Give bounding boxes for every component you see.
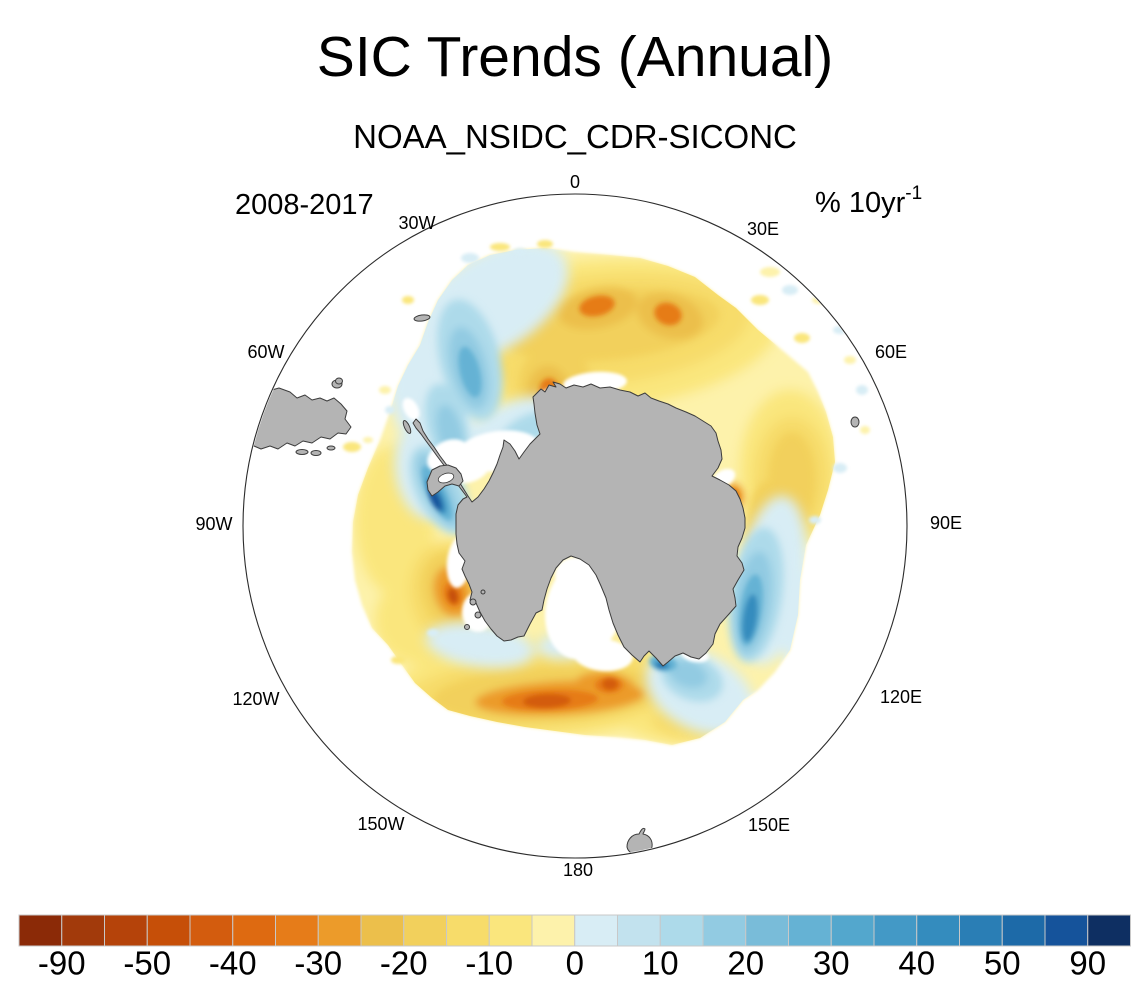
longitude-label-60W: 60W xyxy=(247,342,284,362)
colorbar-box-5 xyxy=(232,914,276,947)
land-masses xyxy=(246,314,860,856)
polar-map: 0 30E 60E 90E 120E 150E 180 150W 120W 90W 60W 30W xyxy=(195,172,962,880)
colorbar-tick--30: -30 xyxy=(294,945,342,982)
tierra-islet-2 xyxy=(310,450,322,456)
colorbar-box-12 xyxy=(531,914,576,947)
colorbar-box-7 xyxy=(317,914,362,947)
colorbar-tick-50: 50 xyxy=(984,945,1021,982)
colorbar-box-8 xyxy=(360,914,405,947)
colorbar-tick--90: -90 xyxy=(38,945,86,982)
tierra-islet-3 xyxy=(326,445,336,451)
colorbar-box-24 xyxy=(1044,914,1089,947)
coastal-islet-3 xyxy=(464,624,470,630)
longitude-label-180: 180 xyxy=(563,860,593,880)
colorbar-tick-10: 10 xyxy=(642,945,679,982)
longitude-label-90W: 90W xyxy=(195,514,232,534)
colorbar-tick-40: 40 xyxy=(898,945,935,982)
colorbar-box-15 xyxy=(659,914,704,947)
colorbar-box-20 xyxy=(873,914,918,947)
colorbar-box-13 xyxy=(574,914,618,947)
colorbar-tick--40: -40 xyxy=(209,945,257,982)
colorbar: -90 -50 -40 -30 -20 -10 0 10 20 30 40 50 90 xyxy=(18,914,1131,982)
colorbar-box-17 xyxy=(745,914,789,947)
colorbar-box-6 xyxy=(275,914,319,947)
colorbar-box-18 xyxy=(788,914,832,947)
longitude-label-120E: 120E xyxy=(880,687,922,707)
george-vi-sound-white xyxy=(437,472,455,484)
colorbar-tick--50: -50 xyxy=(123,945,171,982)
longitude-label-120W: 120W xyxy=(232,689,279,709)
colorbar-tick-90: 90 xyxy=(1069,945,1106,982)
tierra-islet-1 xyxy=(295,449,309,455)
colorbar-box-23 xyxy=(1001,914,1046,947)
kerguelen-island xyxy=(850,416,860,428)
longitude-label-0: 0 xyxy=(570,172,580,192)
colorbar-box-14 xyxy=(617,914,661,947)
colorbar-box-4 xyxy=(189,914,234,947)
colorbar-box-0 xyxy=(18,914,63,947)
units-label: % 10yr-1 xyxy=(815,183,922,219)
map-boundary-circle xyxy=(242,193,908,859)
longitude-label-90E: 90E xyxy=(930,513,962,533)
colorbar-box-11 xyxy=(488,914,533,947)
colorbar-tick--10: -10 xyxy=(465,945,513,982)
longitude-label-30E: 30E xyxy=(747,219,779,239)
colorbar-box-25 xyxy=(1087,914,1131,947)
longitude-label-30W: 30W xyxy=(398,213,435,233)
colorbar-tick-30: 30 xyxy=(813,945,850,982)
south-georgia-island xyxy=(413,314,431,322)
colorbar-box-16 xyxy=(702,914,747,947)
colorbar-tick--20: -20 xyxy=(380,945,428,982)
south-orkney-island xyxy=(335,377,343,385)
longitude-label-150W: 150W xyxy=(357,814,404,834)
dataset-subtitle: NOAA_NSIDC_CDR-SICONC xyxy=(353,118,797,155)
trend-field-positive-strong xyxy=(421,346,763,672)
colorbar-box-22 xyxy=(959,914,1003,947)
colorbar-tick-20: 20 xyxy=(727,945,764,982)
longitude-label-60E: 60E xyxy=(875,342,907,362)
colorbar-box-9 xyxy=(403,914,447,947)
coastal-islet-2 xyxy=(474,611,482,619)
longitude-label-150E: 150E xyxy=(748,815,790,835)
colorbar-box-3 xyxy=(146,914,191,947)
page-title: SIC Trends (Annual) xyxy=(317,25,833,89)
colorbar-box-19 xyxy=(830,914,875,947)
south-america-tip xyxy=(246,387,352,450)
longitude-labels: 0 30E 60E 90E 120E 150E 180 150W 120W 90W 60W 30W xyxy=(195,172,962,880)
colorbar-box-1 xyxy=(61,914,105,947)
colorbar-box-21 xyxy=(916,914,960,947)
colorbar-tick-0: 0 xyxy=(566,945,584,982)
colorbar-box-10 xyxy=(446,914,490,947)
peninsula-sliver-island xyxy=(402,420,412,434)
antarctica-continent xyxy=(412,381,746,667)
period-label: 2008-2017 xyxy=(235,189,374,221)
coastal-islet-4 xyxy=(480,589,486,595)
coastal-islet-1 xyxy=(469,598,477,606)
colorbar-box-2 xyxy=(104,914,148,947)
